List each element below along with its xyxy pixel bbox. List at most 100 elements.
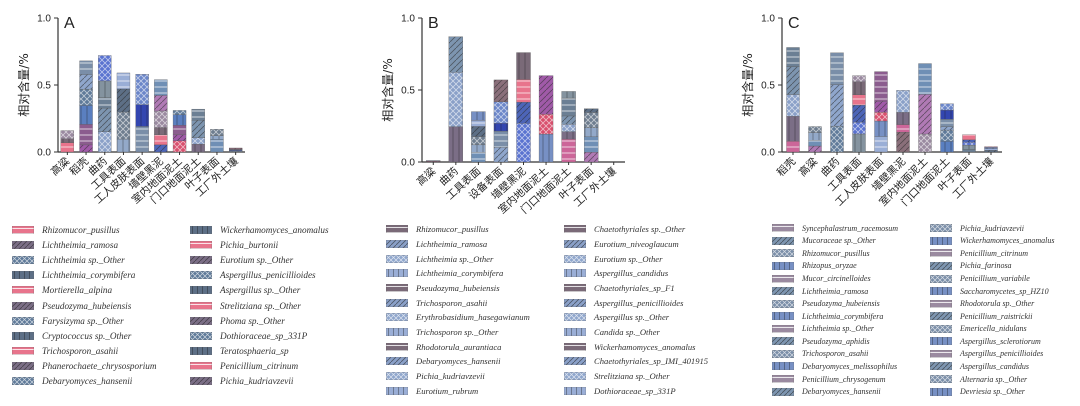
bar-segment bbox=[60, 142, 74, 153]
legend-label: Mucor_circinelloides bbox=[802, 274, 871, 284]
legend-swatch bbox=[772, 312, 794, 321]
legend-item: Rhizomucor_pusillus bbox=[386, 222, 530, 237]
legend-swatch bbox=[386, 342, 408, 351]
legend-label: Aspergillus_sclerotiorum bbox=[960, 336, 1041, 346]
legend-item: Pseudozyma_hubeiensis bbox=[12, 298, 156, 313]
legend-column: Pichia_kudriavzevii Wickerhamomyces_anoma… bbox=[930, 222, 1055, 398]
legend-item: Teratosphaeria_sp bbox=[190, 344, 329, 359]
bar-segment bbox=[918, 63, 932, 95]
bar-segment bbox=[448, 72, 463, 127]
legend-label: Trichosporon sp._Other bbox=[416, 326, 499, 337]
bar-segment bbox=[786, 66, 800, 95]
bar-segment bbox=[538, 75, 554, 115]
bar-segment bbox=[154, 110, 168, 128]
legend-label: Eurotium sp._Other bbox=[220, 254, 294, 265]
bar-segment bbox=[116, 138, 131, 153]
bar-segment bbox=[786, 140, 800, 153]
legend-label: Penicillium_citrinum bbox=[220, 361, 299, 372]
bar-segment bbox=[493, 123, 509, 132]
legend-item: Aspergillus_penicillioides bbox=[190, 268, 329, 283]
legend-column: Wickerhamomyces_anomalus Pichia_burtonii E… bbox=[190, 222, 329, 389]
legend-label: Candida sp._Other bbox=[594, 326, 660, 337]
legend-swatch bbox=[564, 371, 586, 380]
bar-segment bbox=[448, 36, 463, 73]
legend-swatch bbox=[772, 362, 794, 371]
legend-item: Alternaria sp._Other bbox=[930, 373, 1055, 386]
legend-label: Phoma sp._Other bbox=[220, 315, 285, 326]
legend-swatch bbox=[190, 362, 212, 371]
bar-segment bbox=[471, 111, 486, 121]
bar-segment bbox=[940, 129, 954, 142]
bar-segment bbox=[808, 140, 822, 147]
legend-swatch bbox=[190, 347, 212, 356]
bar-segment bbox=[516, 123, 531, 163]
legend-swatch bbox=[12, 316, 34, 325]
legend-label: Wickerhamomyces_anomalus bbox=[960, 236, 1055, 246]
bar-segment bbox=[561, 124, 576, 132]
bar-segment bbox=[940, 103, 954, 111]
legend-swatch bbox=[564, 357, 586, 366]
legend-swatch bbox=[930, 224, 952, 233]
legend-swatch bbox=[190, 377, 212, 386]
bar-segment bbox=[830, 125, 844, 153]
bar-segment bbox=[516, 101, 531, 124]
bar-segment bbox=[984, 148, 998, 151]
y-axis-label: 相对含量/% bbox=[16, 53, 31, 116]
legend-swatch bbox=[386, 327, 408, 336]
legend-label: Rhodotorula_aurantiaca bbox=[416, 341, 502, 352]
legend-swatch bbox=[930, 236, 952, 245]
legend-swatch bbox=[930, 261, 952, 270]
y-tick-label: 1.0 bbox=[761, 14, 775, 25]
bar-segment bbox=[874, 120, 888, 137]
bar-segment bbox=[830, 84, 844, 127]
legend-label: Aspergillus_penicillioides bbox=[594, 297, 684, 308]
legend-swatch bbox=[930, 287, 952, 296]
legend-label: Aspergillus_penicillioides bbox=[220, 270, 316, 281]
legend-label: Teratosphaeria_sp bbox=[220, 346, 289, 357]
legend-swatch bbox=[12, 347, 34, 356]
bar-segment bbox=[830, 52, 844, 85]
bar-segment bbox=[172, 134, 187, 141]
y-axis-label: 相对含量/% bbox=[740, 53, 755, 116]
bar-segment bbox=[940, 119, 954, 127]
legend-item: Rhizomucor_pusillus bbox=[772, 247, 898, 260]
legend-item: Lichtheimia_corymbifera bbox=[386, 266, 530, 281]
legend-item: Pseudozyma_hubeiensis bbox=[386, 281, 530, 296]
legend-label: Trichosporon_asahii bbox=[802, 349, 869, 359]
legend-swatch bbox=[930, 337, 952, 346]
legend-label: Pseudozyma_aphidis bbox=[802, 336, 870, 346]
legend-label: Farysizyma sp._Other bbox=[42, 315, 124, 326]
y-tick-label: 1.0 bbox=[37, 14, 51, 25]
legend-item: Candida sp._Other bbox=[564, 325, 708, 340]
legend-label: Lichtheimia_corymbifera bbox=[416, 268, 504, 279]
legend-item: Lichtheimia_corymbifera bbox=[772, 310, 898, 323]
legend-swatch bbox=[190, 225, 212, 234]
legend-item: Emericella_nidulans bbox=[930, 323, 1055, 336]
bar-segment bbox=[538, 133, 554, 163]
bar-segment bbox=[940, 141, 954, 153]
legend-swatch bbox=[190, 240, 212, 249]
bar-segment bbox=[98, 107, 112, 132]
legend-item: Pseudozyma_aphidis bbox=[772, 335, 898, 348]
bar-segment bbox=[561, 97, 576, 117]
legend-label: Syncephalastrum_racemosum bbox=[802, 223, 898, 233]
legend-swatch bbox=[12, 301, 34, 310]
legend-label: Trichosporon_asahii bbox=[416, 297, 488, 308]
legend-item: Chaetothyriales_sp_F1 bbox=[564, 281, 708, 296]
bar-segment bbox=[896, 112, 910, 125]
legend-c: Syncephalastrum_racemosum Mucoraceae sp._… bbox=[772, 222, 1072, 402]
x-tick-label: 高粱 bbox=[796, 155, 820, 179]
bar-segment bbox=[154, 134, 168, 146]
legend-item: Debaryomyces_melissophilus bbox=[772, 360, 898, 373]
bar-segment bbox=[874, 136, 888, 153]
bar-segment bbox=[228, 148, 243, 150]
legend-swatch bbox=[564, 239, 586, 248]
bar-segment bbox=[471, 144, 486, 153]
legend-label: Mucoraceae sp._Other bbox=[802, 236, 876, 246]
legend-label: Mortierella_alpina bbox=[42, 285, 113, 296]
bar-segment bbox=[191, 137, 205, 145]
bar-segment bbox=[135, 74, 149, 105]
bar-segment bbox=[962, 134, 976, 141]
legend-item: Pseudozyma_hubeiensis bbox=[772, 297, 898, 310]
legend-item: Syncephalastrum_racemosum bbox=[772, 222, 898, 235]
